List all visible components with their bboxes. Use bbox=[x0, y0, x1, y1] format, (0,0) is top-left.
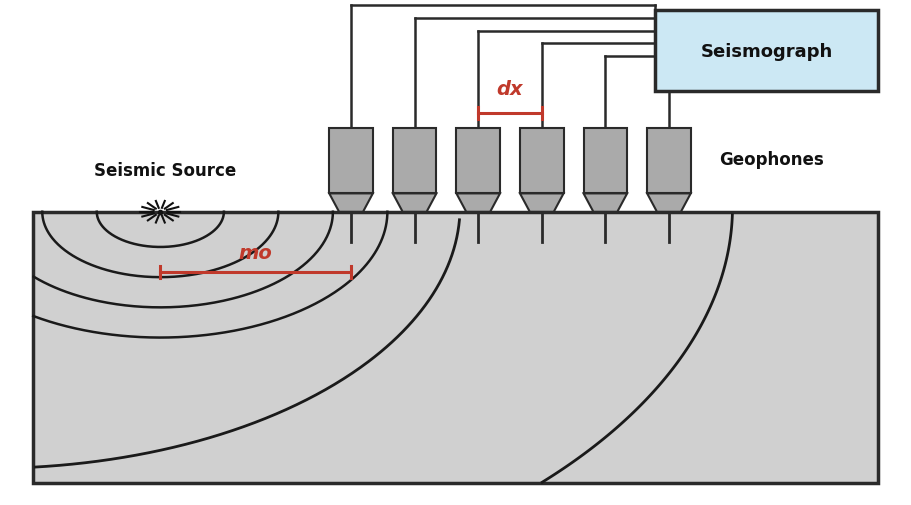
Bar bbox=[655, 12, 878, 92]
Bar bbox=[329, 129, 373, 194]
Bar bbox=[33, 212, 878, 483]
Bar bbox=[393, 129, 436, 194]
Bar bbox=[520, 129, 564, 194]
Text: Seismograph: Seismograph bbox=[701, 42, 833, 61]
Polygon shape bbox=[329, 194, 373, 212]
Text: Geophones: Geophones bbox=[719, 150, 824, 169]
Polygon shape bbox=[520, 194, 564, 212]
Text: dx: dx bbox=[496, 80, 523, 98]
Polygon shape bbox=[647, 194, 691, 212]
Bar bbox=[456, 129, 500, 194]
Polygon shape bbox=[456, 194, 500, 212]
Bar bbox=[647, 129, 691, 194]
Bar bbox=[584, 129, 627, 194]
Polygon shape bbox=[393, 194, 436, 212]
Polygon shape bbox=[584, 194, 627, 212]
Text: Seismic Source: Seismic Source bbox=[94, 162, 236, 180]
Text: mo: mo bbox=[239, 243, 272, 263]
